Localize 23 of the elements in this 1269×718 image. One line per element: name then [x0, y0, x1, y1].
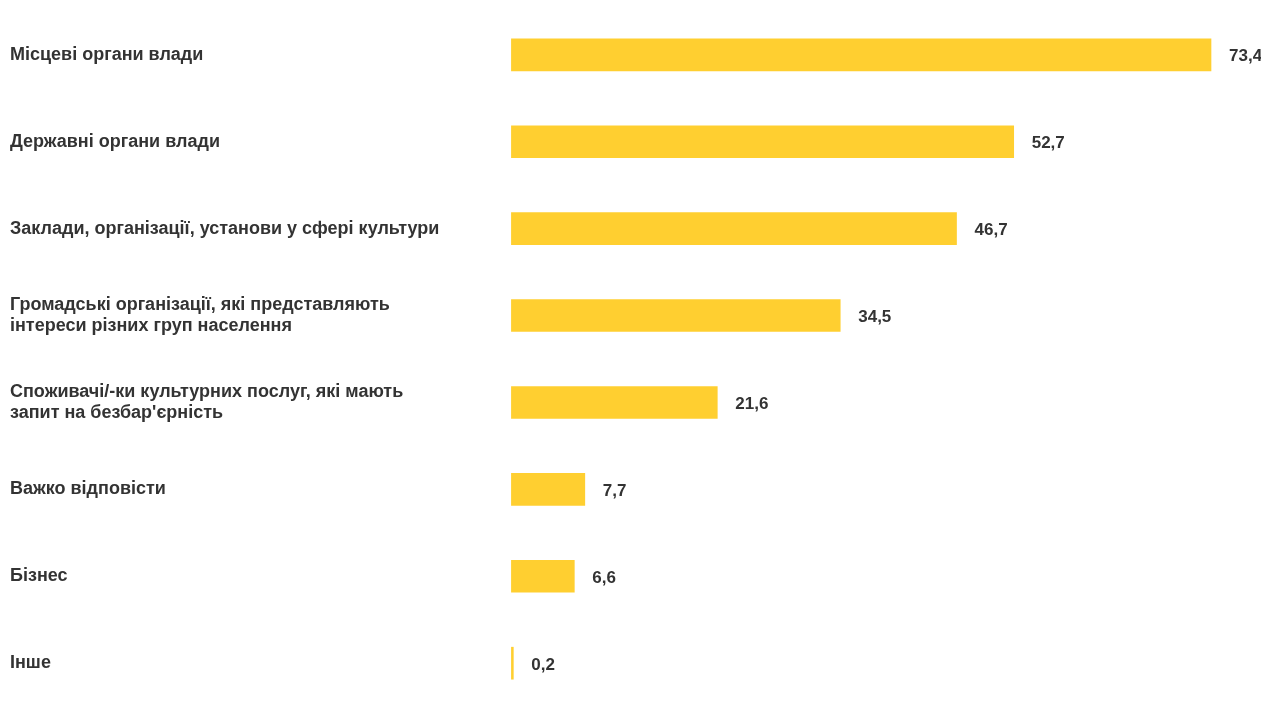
data-label: 46,7	[974, 220, 1008, 240]
y-tick-label: Державні органи влади	[10, 130, 220, 151]
bar	[511, 646, 514, 680]
bar	[511, 125, 1015, 159]
bar	[511, 299, 841, 332]
y-tick-label: Інше	[10, 652, 51, 673]
y-tick-label: Громадські організації, які представляють інтереси різних груп населення	[10, 293, 390, 336]
bar	[511, 38, 1212, 72]
bar	[511, 386, 718, 419]
y-tick-label: Місцеві органи влади	[10, 43, 204, 64]
bar	[511, 559, 575, 593]
y-tick-label: Бізнес	[10, 565, 68, 586]
data-label: 0,2	[531, 654, 555, 674]
bar	[511, 212, 957, 245]
y-tick-label: Важко відповісти	[10, 478, 166, 499]
data-label: 21,6	[735, 394, 769, 414]
bar	[511, 473, 586, 506]
data-label: 6,6	[592, 567, 616, 587]
data-label: 7,7	[602, 481, 627, 501]
data-label: 52,7	[1031, 133, 1065, 153]
y-tick-label: Споживачі/-ки культурних послуг, які мають запит на безбар'єрність	[10, 380, 404, 423]
y-tick-label: Заклади, організації, установи у сфері культури	[10, 217, 440, 238]
data-label: 34,5	[858, 307, 892, 327]
